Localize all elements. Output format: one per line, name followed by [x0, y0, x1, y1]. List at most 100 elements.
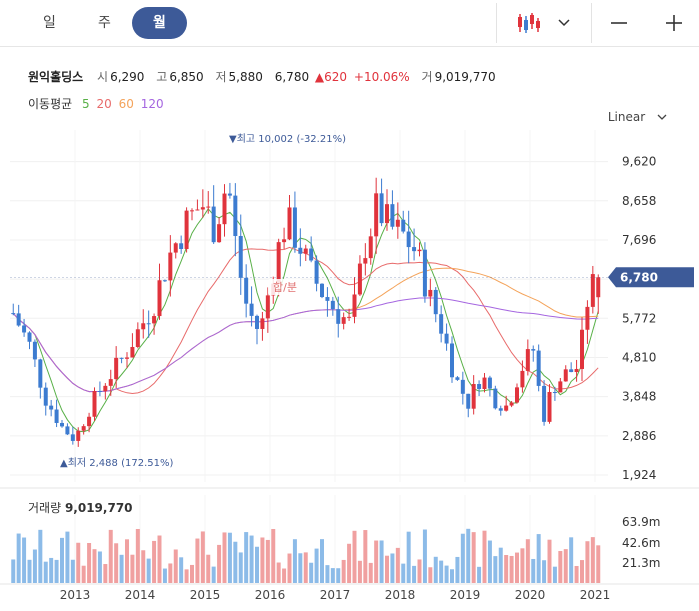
y-tick-label: 9,620 [622, 155, 656, 169]
volume-bar [558, 551, 563, 583]
volume-bar [357, 560, 362, 583]
zoom-out-icon[interactable] [604, 8, 634, 38]
volume-panel-label: 거래량 9,019,770 [28, 499, 133, 516]
candle-body [292, 207, 297, 248]
volume-bar [65, 531, 70, 583]
ma-120[interactable]: 120 [140, 97, 164, 111]
candle-body [184, 210, 189, 249]
volume-bar [217, 544, 222, 583]
open-label: 시 [97, 70, 109, 84]
volume-bar [422, 529, 427, 583]
volume-bar [341, 559, 346, 583]
y-tick-label: 8,658 [622, 194, 656, 208]
chart-toolbar [484, 3, 689, 43]
chevron-down-icon[interactable] [549, 8, 579, 38]
volume-bar [531, 558, 536, 583]
candle-body [482, 377, 487, 389]
candle-body [493, 388, 498, 409]
zoom-in-icon[interactable] [659, 8, 689, 38]
volume-bar [482, 530, 487, 583]
high-value: 6,850 [169, 70, 204, 84]
volume-bar [227, 532, 232, 583]
candle-body [433, 289, 438, 315]
candle-body [217, 224, 222, 243]
volume-bar [596, 545, 601, 583]
header-divider [0, 46, 699, 47]
volume-title: 거래량 [28, 501, 62, 515]
candle-body [363, 258, 368, 264]
candle-body [325, 297, 330, 301]
candle-body [298, 247, 303, 254]
candle-body [477, 384, 482, 389]
volume-bar [439, 560, 444, 583]
y-tick-label: 3,848 [622, 390, 656, 404]
volume-bar [450, 569, 454, 583]
volume-bar [292, 539, 297, 583]
volume-bar [455, 556, 460, 583]
x-tick-label: 2021 [580, 588, 611, 602]
volume-bar [238, 552, 243, 583]
volume-bar [87, 543, 92, 583]
candle-body [70, 434, 75, 441]
candle-body [238, 236, 243, 278]
candle-body [22, 325, 27, 333]
candle-body [227, 193, 232, 196]
candle-body [450, 343, 454, 378]
volume-bar [130, 554, 135, 583]
candle-body [590, 274, 595, 307]
ma-60-line [12, 267, 599, 393]
candle-body [87, 416, 92, 427]
candle-body [249, 303, 254, 316]
volume-bar [141, 550, 146, 583]
current-price-label: 6,780 [620, 270, 658, 284]
candle-body [352, 294, 357, 317]
candle-body [385, 204, 389, 224]
candle-body [347, 316, 352, 318]
candle-body [498, 408, 503, 411]
volume-bar [580, 560, 584, 583]
candle-body [11, 313, 16, 315]
volume-bar [412, 565, 417, 583]
candle-body [114, 357, 119, 380]
volume-bar [32, 549, 37, 583]
tab-day[interactable]: 일 [43, 15, 56, 31]
candle-body [125, 357, 129, 359]
candle-body [368, 236, 373, 259]
candle-body [190, 210, 194, 212]
volume-bar [11, 559, 16, 583]
tab-week[interactable]: 주 [98, 15, 111, 31]
candle-body [552, 392, 557, 394]
volume-bar [146, 558, 151, 583]
volume-bar [417, 559, 422, 583]
scale-selector[interactable]: Linear [608, 110, 667, 124]
volume-bar [477, 566, 482, 583]
y-tick-label: 4,810 [622, 350, 656, 364]
volume-bar [352, 530, 357, 583]
candle-body [509, 402, 514, 406]
volume-bar [590, 537, 595, 583]
volume-bar [493, 556, 498, 583]
candle-body [43, 387, 48, 406]
volume-bar [330, 568, 335, 583]
ma-20[interactable]: 20 [96, 97, 112, 111]
volume-bar [309, 562, 314, 583]
candle-body [569, 369, 574, 373]
volume-bar [433, 556, 438, 583]
ma-60[interactable]: 60 [118, 97, 134, 111]
moving-average-lines [12, 207, 599, 433]
ma-5[interactable]: 5 [82, 97, 90, 111]
candle-body [119, 357, 124, 359]
volume-bar [303, 552, 308, 583]
merge-badge-bg [268, 279, 302, 295]
ma-5-line [12, 207, 599, 433]
chevron-down-icon [657, 114, 667, 120]
volume-bar [184, 569, 189, 583]
stock-name: 원익홀딩스 [28, 70, 84, 84]
candle-body [303, 248, 308, 254]
volume-bar [97, 551, 102, 583]
y-tick-label: 5,772 [622, 311, 656, 325]
tab-month[interactable]: 월 [132, 7, 187, 39]
candlestick-icon[interactable] [509, 8, 549, 38]
volume-bar [287, 553, 292, 583]
